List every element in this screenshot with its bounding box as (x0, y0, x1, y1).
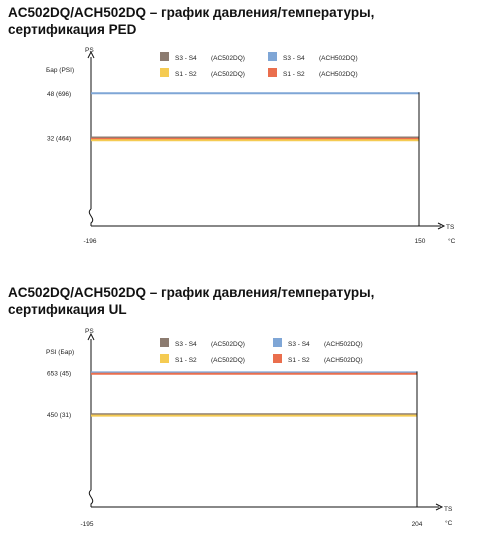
y-axis-units: PSI (Бар) (46, 349, 74, 356)
legend-swatch (268, 68, 277, 77)
y-tick-label: 32 (464) (47, 135, 71, 142)
y-tick-label: 48 (696) (47, 91, 71, 98)
legend-entry-name: S3 - S4 (175, 341, 197, 348)
y-axis-break (88, 489, 94, 507)
legend-entry-name: S1 - S2 (175, 71, 197, 78)
x-tick-label: -196 (83, 238, 96, 245)
legend-entry-model: (ACH502DQ) (319, 71, 358, 78)
y-axis-label: PS (85, 328, 94, 335)
chart-ped: AC502DQ/ACH502DQ – график давления/темпе… (0, 0, 494, 270)
y-axis-label: PS (85, 47, 94, 54)
chart-title-line2: сертификация UL (8, 302, 127, 317)
x-axis-label: TS (446, 224, 455, 231)
y-axis-arrow (87, 332, 95, 341)
y-axis-break (88, 208, 94, 226)
chart-ul-plot: PS PSI (Бар) TS °C -195 204 653 (45) 450 (31) S3… (46, 328, 453, 528)
legend-entry-model: (AC502DQ) (211, 341, 245, 348)
chart-ped-plot: PS Бар (PSI) TS °C -196 150 48 (696) 32 (464) S3… (46, 47, 456, 245)
legend-entry-model: (AC502DQ) (211, 55, 245, 62)
chart-title: AC502DQ/ACH502DQ – график давления/темпе… (8, 284, 374, 318)
legend-entry-name: S1 - S2 (175, 357, 197, 364)
x-axis-units: °C (445, 519, 453, 527)
x-tick-label: 204 (412, 521, 423, 528)
legend-entry-model: (AC502DQ) (211, 71, 245, 78)
chart-title-line1: AC502DQ/ACH502DQ – график давления/темпе… (8, 285, 375, 300)
x-axis-arrow (437, 222, 446, 230)
legend-swatch (160, 52, 169, 61)
legend-swatch (160, 354, 169, 363)
legend-entry-name: S1 - S2 (288, 357, 310, 364)
legend-swatch (273, 338, 282, 347)
legend-entry-name: S1 - S2 (283, 71, 305, 78)
legend-entry-model: (ACH502DQ) (319, 55, 358, 62)
legend-swatch (160, 338, 169, 347)
legend-entry-name: S3 - S4 (283, 55, 305, 62)
y-tick-label: 450 (31) (47, 412, 71, 419)
x-tick-label: -195 (80, 521, 93, 528)
chart-title: AC502DQ/ACH502DQ – график давления/темпе… (8, 4, 374, 38)
legend-entry-name: S3 - S4 (288, 341, 310, 348)
legend-swatch (160, 68, 169, 77)
legend-entry-model: (ACH502DQ) (324, 341, 363, 348)
x-axis-label: TS (444, 506, 453, 513)
x-axis-arrow (435, 503, 444, 511)
y-axis-units: Бар (PSI) (46, 67, 74, 74)
x-tick-label: 150 (415, 238, 426, 245)
y-tick-label: 653 (45) (47, 370, 71, 377)
chart-title-line2: сертификация PED (8, 22, 137, 37)
legend-entry-name: S3 - S4 (175, 55, 197, 62)
legend-swatch (268, 52, 277, 61)
legend-swatch (273, 354, 282, 363)
chart-title-line1: AC502DQ/ACH502DQ – график давления/темпе… (8, 5, 375, 20)
legend-entry-model: (AC502DQ) (211, 357, 245, 364)
chart-ul: AC502DQ/ACH502DQ – график давления/темпе… (0, 280, 494, 545)
y-axis-arrow (87, 50, 95, 59)
x-axis-units: °C (448, 237, 456, 245)
legend-entry-model: (ACH502DQ) (324, 357, 363, 364)
